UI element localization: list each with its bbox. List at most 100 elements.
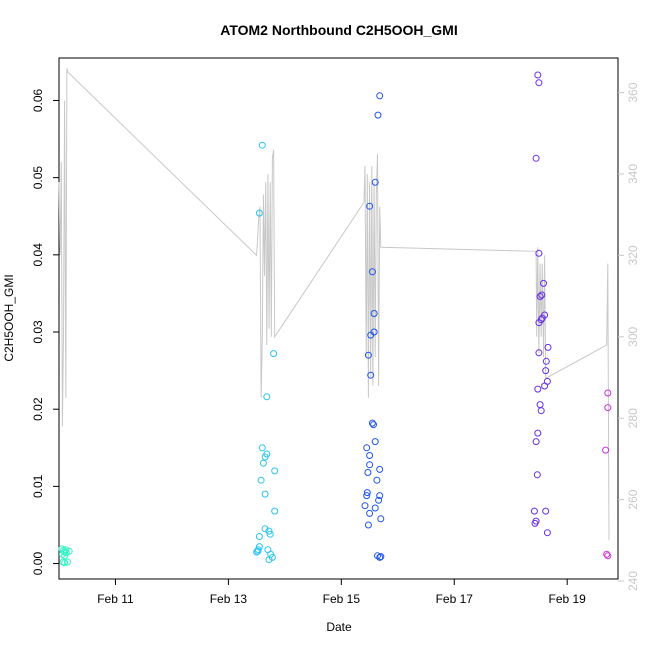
y-tick-label: 0.06 bbox=[31, 88, 45, 112]
y-tick-label: 0.05 bbox=[31, 166, 45, 190]
data-point bbox=[374, 552, 381, 560]
trace-line-layer bbox=[58, 68, 610, 541]
y-axis-right: 240 260 280 300 320 340 360 bbox=[618, 82, 640, 591]
data-point bbox=[376, 553, 384, 561]
data-point bbox=[538, 314, 546, 322]
y-axis-left: 0.00 0.01 0.02 0.03 0.04 0.05 0.06 bbox=[31, 88, 59, 575]
data-point bbox=[376, 465, 384, 473]
data-point bbox=[366, 461, 374, 469]
data-point bbox=[377, 553, 385, 561]
x-tick-label: Feb 19 bbox=[549, 592, 587, 606]
data-point bbox=[254, 547, 262, 555]
data-point bbox=[255, 543, 263, 551]
data-point bbox=[265, 556, 273, 564]
y-right-tick-label: 340 bbox=[626, 164, 640, 184]
data-point bbox=[534, 429, 542, 437]
data-point bbox=[261, 525, 269, 533]
data-point bbox=[366, 202, 374, 210]
data-point bbox=[532, 438, 540, 446]
data-point bbox=[364, 521, 372, 529]
data-point bbox=[265, 527, 273, 535]
data-point bbox=[65, 547, 73, 555]
data-point bbox=[542, 357, 550, 365]
data-point bbox=[544, 343, 552, 351]
data-point bbox=[361, 502, 369, 510]
data-point bbox=[532, 154, 540, 162]
data-point bbox=[366, 509, 374, 517]
data-point bbox=[602, 446, 610, 454]
x-axis: Feb 11 Feb 13 Feb 15 Feb 17 Feb 19 bbox=[97, 579, 586, 606]
data-point bbox=[266, 530, 274, 538]
data-point bbox=[367, 331, 375, 339]
data-point bbox=[258, 141, 266, 149]
data-point bbox=[367, 371, 375, 379]
data-point bbox=[542, 367, 550, 375]
data-point bbox=[363, 489, 371, 497]
data-point bbox=[373, 476, 381, 484]
x-tick-label: Feb 13 bbox=[210, 592, 248, 606]
data-point bbox=[538, 291, 546, 299]
data-point bbox=[530, 507, 538, 515]
x-tick-label: Feb 17 bbox=[436, 592, 474, 606]
data-point bbox=[363, 444, 371, 452]
data-point bbox=[535, 319, 543, 327]
chart-title: ATOM2 Northbound C2H5OOH_GMI bbox=[220, 22, 457, 38]
y-right-tick-label: 240 bbox=[626, 571, 640, 591]
data-point bbox=[255, 209, 263, 217]
data-point bbox=[543, 529, 551, 537]
data-point bbox=[64, 558, 71, 566]
x-axis-label: Date bbox=[326, 620, 352, 634]
data-point bbox=[533, 471, 541, 479]
data-point bbox=[261, 453, 269, 461]
data-point bbox=[540, 279, 547, 287]
data-point bbox=[536, 293, 544, 300]
y-right-tick-label: 360 bbox=[626, 82, 640, 102]
y-right-tick-label: 280 bbox=[626, 408, 640, 428]
data-point bbox=[375, 496, 383, 504]
data-point bbox=[364, 351, 372, 359]
data-point bbox=[376, 92, 384, 100]
data-point bbox=[364, 469, 372, 476]
data-point bbox=[366, 452, 374, 459]
y-tick-label: 0.01 bbox=[31, 474, 45, 498]
data-point bbox=[537, 407, 545, 415]
plot-frame bbox=[58, 57, 619, 580]
data-point bbox=[535, 79, 543, 87]
y-right-tick-label: 300 bbox=[626, 326, 640, 346]
data-point bbox=[604, 389, 612, 397]
data-point bbox=[542, 507, 550, 515]
data-point bbox=[377, 515, 385, 523]
data-point bbox=[531, 519, 539, 527]
data-point bbox=[271, 467, 279, 475]
data-point bbox=[368, 419, 376, 427]
data-point bbox=[258, 444, 266, 452]
data-point bbox=[370, 421, 377, 429]
data-point bbox=[534, 71, 542, 79]
y-tick-label: 0.04 bbox=[31, 243, 45, 267]
data-point bbox=[604, 552, 612, 560]
y-tick-label: 0.03 bbox=[31, 320, 45, 344]
y-right-tick-label: 320 bbox=[626, 245, 640, 265]
data-point bbox=[534, 385, 542, 393]
data-point bbox=[257, 476, 265, 484]
data-point bbox=[271, 507, 279, 515]
data-point bbox=[541, 382, 549, 390]
data-point bbox=[61, 559, 69, 567]
data-point bbox=[259, 459, 267, 467]
x-tick-label: Feb 11 bbox=[97, 592, 134, 606]
data-point bbox=[374, 111, 382, 119]
data-point bbox=[604, 404, 612, 412]
data-point bbox=[371, 178, 379, 186]
data-point bbox=[270, 350, 278, 358]
y-tick-label: 0.00 bbox=[31, 552, 45, 576]
data-point bbox=[376, 492, 384, 500]
data-point bbox=[363, 492, 371, 500]
data-point bbox=[371, 504, 379, 512]
trace-line bbox=[58, 68, 610, 541]
scatter-points-layer bbox=[58, 71, 612, 567]
data-point bbox=[371, 438, 379, 446]
y-axis-label: C2H5OOH_GMI bbox=[2, 274, 16, 361]
data-point bbox=[603, 550, 611, 558]
